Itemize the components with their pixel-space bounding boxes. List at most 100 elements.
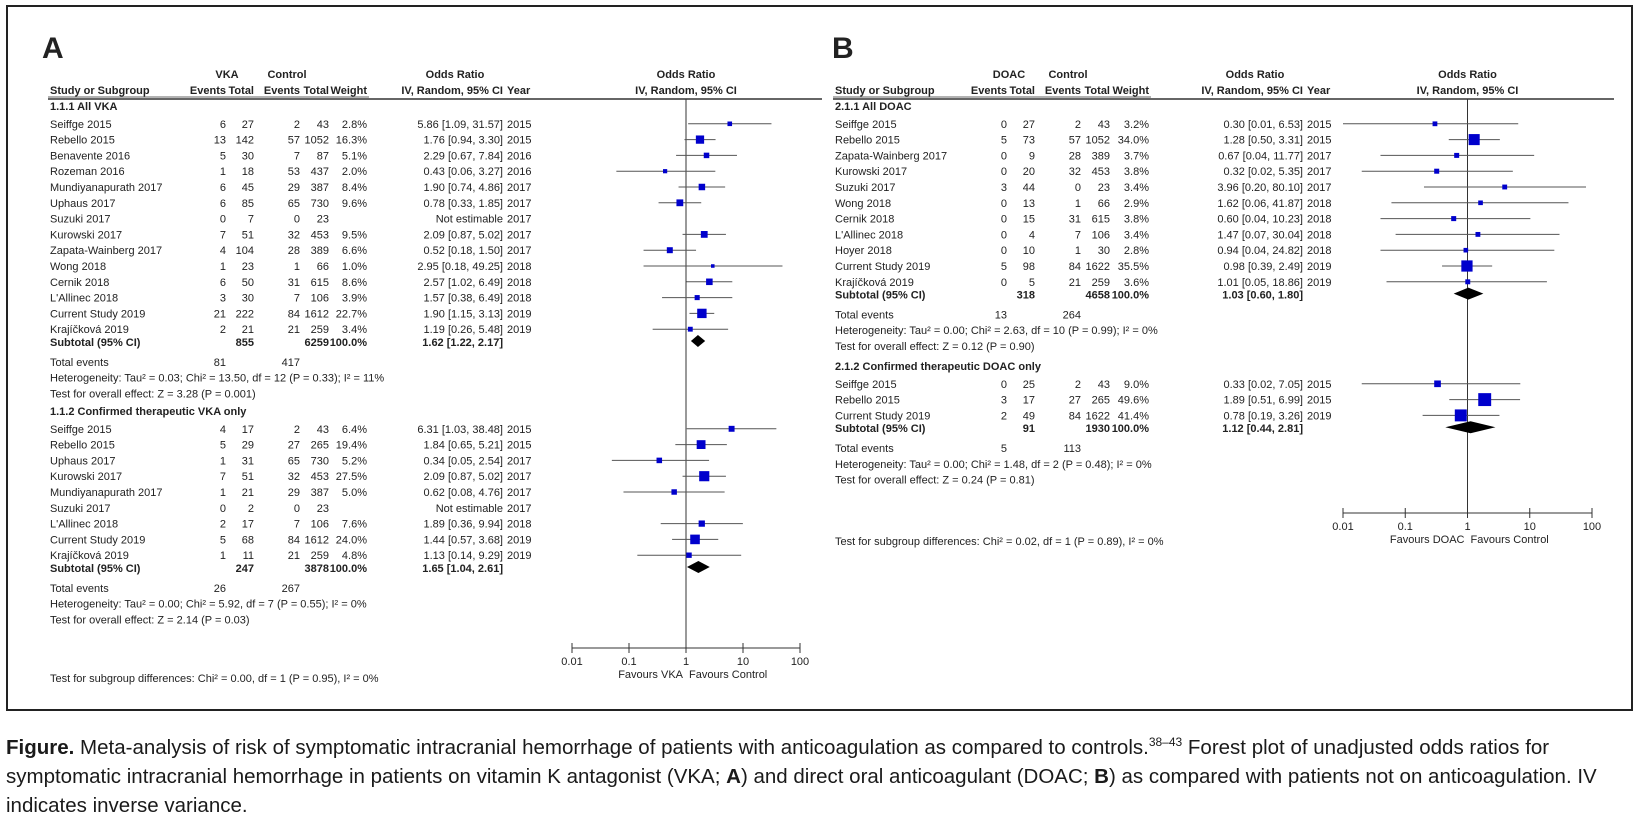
panel-a-subgroup-1-study-events-2: 7 bbox=[294, 293, 300, 305]
panel-a-subgroup-1-study-year: 2017 bbox=[507, 229, 531, 241]
panel-a-subgroup-1-study-point bbox=[687, 326, 693, 332]
panel-a-subgroup-1-study-total-1: 27 bbox=[242, 119, 254, 131]
panel-a-subgroup-2-study-events-2: 32 bbox=[288, 471, 300, 483]
panel-a-x-tick-label: 0.01 bbox=[561, 656, 582, 668]
panel-a-subgroup-1-study-ci: 0.43 [0.06, 3.27] bbox=[423, 166, 503, 178]
panel-a-subgroup-2-study-events-2: 27 bbox=[288, 440, 300, 452]
panel-a-subgroup-1-study-total-1: 222 bbox=[236, 308, 254, 320]
panel-b-subgroup-1-subtotal-total-1: 318 bbox=[1017, 290, 1035, 302]
panel-a-subgroup-1-study-point bbox=[695, 135, 705, 144]
panel-b-subgroup-1-study-year: 2017 bbox=[1307, 150, 1331, 162]
panel-b-subgroup-1-total-events-label: Total events bbox=[835, 309, 894, 321]
panel-a-subgroup-1-study-point bbox=[663, 169, 668, 174]
panel-a-header-events-2: Events bbox=[264, 85, 300, 97]
panel-a-subgroup-1-study-events-1: 4 bbox=[220, 245, 226, 257]
panel-a-subgroup-1-study-events-1: 13 bbox=[214, 135, 226, 147]
panel-a-subgroup-1-study-weight: 2.0% bbox=[342, 166, 367, 178]
panel-a-subgroup-1-study-weight: 8.6% bbox=[342, 277, 367, 289]
panel-a-subgroup-2-study-ci: 1.13 [0.14, 9.29] bbox=[423, 550, 503, 562]
panel-b-subgroup-1-study-events-1: 0 bbox=[1001, 198, 1007, 210]
panel-a-subgroup-2-study-events-1: 4 bbox=[220, 424, 226, 436]
panel-a-subgroup-2-study-total-1: 11 bbox=[243, 550, 254, 562]
panel-a-subgroup-2-study-events-2: 84 bbox=[288, 534, 300, 546]
panel-b-subgroup-1-study-point bbox=[1475, 231, 1481, 237]
panel-b-subgroup-1-title: 2.1.1 All DOAC bbox=[835, 101, 912, 113]
panel-b-subgroup-1-subtotal-ci: 1.03 [0.60, 1.80] bbox=[1222, 290, 1303, 302]
panel-b-x-tick-label: 100 bbox=[1583, 521, 1601, 533]
panel-a-subgroup-2-study-year: 2019 bbox=[507, 550, 531, 562]
panel-b-x-tick-label: 10 bbox=[1524, 521, 1536, 533]
panel-b-subgroup-2-subtotal-ci: 1.12 [0.44, 2.81] bbox=[1222, 423, 1303, 435]
panel-a-subgroup-2-study-name: Suzuki 2017 bbox=[50, 503, 111, 515]
panel-b-subgroup-2-study-point bbox=[1478, 393, 1492, 407]
panel-b-subgroup-2-study-year: 2015 bbox=[1307, 379, 1331, 391]
panel-b-header-or-sub: IV, Random, 95% CI bbox=[1201, 85, 1303, 97]
panel-a-subgroup-2-study-name: Seiffge 2015 bbox=[50, 424, 112, 436]
panel-b-subgroup-1-study-point bbox=[1465, 279, 1471, 285]
panel-a-subgroup-1-study-ci: 1.57 [0.38, 6.49] bbox=[423, 293, 503, 305]
panel-b-subgroup-1-study-name: Rebello 2015 bbox=[835, 135, 900, 147]
panel-a-subgroup-1-study-ci: 0.78 [0.33, 1.85] bbox=[423, 198, 503, 210]
panel-b-header-events-1: Events bbox=[971, 85, 1007, 97]
panel-b-subgroup-2-title: 2.1.2 Confirmed therapeutic DOAC only bbox=[835, 361, 1042, 373]
panel-b-subgroup-2-study-total-1: 25 bbox=[1023, 379, 1035, 391]
panel-a-subgroup-1-study-total-2: 730 bbox=[311, 198, 329, 210]
panel-b-subgroup-1-study-name: Seiffge 2015 bbox=[835, 119, 897, 131]
panel-a-subgroup-2-study-events-2: 7 bbox=[294, 519, 300, 531]
panel-b-header-events-2: Events bbox=[1045, 85, 1081, 97]
panel-a-subgroup-1-total-events-1: 81 bbox=[214, 357, 226, 369]
panel-a-subgroup-1-study-total-2: 615 bbox=[311, 277, 329, 289]
panel-a-subgroup-2-subtotal-total-1: 247 bbox=[236, 563, 254, 575]
panel-a-subgroup-2-overall-effect: Test for overall effect: Z = 2.14 (P = 0… bbox=[50, 614, 250, 626]
panel-a-subgroup-1-study-events-2: 53 bbox=[288, 166, 300, 178]
panel-a-subgroup-2-study-year: 2018 bbox=[507, 519, 531, 531]
panel-a-subgroup-2-subtotal-diamond bbox=[686, 561, 710, 573]
panel-a-subgroup-2-study-total-2: 387 bbox=[311, 487, 329, 499]
panel-b-subgroup-2-study-year: 2015 bbox=[1307, 395, 1331, 407]
panel-b-subgroup-1-study-point bbox=[1461, 260, 1473, 272]
panel-a-subgroup-2-study-events-2: 21 bbox=[288, 550, 300, 562]
panel-b-subgroup-1-study-ci: 1.28 [0.50, 3.31] bbox=[1223, 135, 1303, 147]
panel-b-subgroup-1-study-total-2: 389 bbox=[1092, 150, 1110, 162]
caption-panel-b: B bbox=[1094, 764, 1109, 788]
panel-b-subgroup-1-study-total-1: 27 bbox=[1023, 119, 1035, 131]
panel-a-subgroup-1-study-events-2: 29 bbox=[288, 182, 300, 194]
panel-a-subgroup-1-study-total-1: 50 bbox=[242, 277, 254, 289]
panel-b-subgroup-1-study-total-2: 30 bbox=[1098, 245, 1110, 257]
panel-a-letter: A bbox=[42, 32, 64, 65]
panel-a-subgroup-1-study-point bbox=[698, 183, 706, 191]
panel-a-x-tick-label: 0.1 bbox=[621, 656, 636, 668]
panel-b-subgroup-1-study-year: 2019 bbox=[1307, 277, 1331, 289]
panel-a-subgroup-1-study-total-1: 45 bbox=[242, 182, 254, 194]
caption-text-2: Forest plot of unadjusted odds ratios fo… bbox=[6, 735, 1550, 788]
panel-b-subgroup-2-study-total-2: 43 bbox=[1098, 379, 1110, 391]
panel-a-subgroup-2-study-events-2: 0 bbox=[294, 503, 300, 515]
panel-b-subgroup-1-study-year: 2018 bbox=[1307, 198, 1331, 210]
panel-b-subgroup-1-study-ci: 0.94 [0.04, 24.82] bbox=[1217, 245, 1303, 257]
panel-b-subgroup-1-study-year: 2015 bbox=[1307, 119, 1331, 131]
panel-a-subgroup-1-study-total-1: 21 bbox=[242, 324, 254, 336]
panel-a-subgroup-2-study-year: 2015 bbox=[507, 440, 531, 452]
panel-a-header-total-1: Total bbox=[229, 85, 254, 97]
panel-b-subgroup-1-subtotal-weight: 100.0% bbox=[1112, 290, 1150, 302]
panel-a-subgroup-2-subtotal-label: Subtotal (95% CI) bbox=[50, 563, 141, 575]
caption-refs: 38–43 bbox=[1148, 735, 1183, 749]
panel-a-subgroup-1-study-point bbox=[666, 247, 673, 254]
panel-a-subgroup-1-study-events-1: 21 bbox=[214, 308, 226, 320]
panel-a-subgroup-2-total-events-1: 26 bbox=[214, 583, 226, 595]
panel-a-subgroup-1-subtotal-total-2: 6259 bbox=[305, 337, 329, 349]
panel-b-subgroup-1-study-year: 2017 bbox=[1307, 166, 1331, 178]
panel-b-subgroup-1-study-weight: 3.2% bbox=[1124, 119, 1149, 131]
panel-a-x-tick-label: 10 bbox=[737, 656, 749, 668]
panel-b-subgroup-1-study-weight: 3.8% bbox=[1124, 166, 1149, 178]
panel-b-subgroup-1-study-events-2: 0 bbox=[1075, 182, 1081, 194]
panel-a-subgroup-2-study-events-2: 2 bbox=[294, 424, 300, 436]
panel-b-subgroup-2-study-point bbox=[1434, 380, 1441, 388]
panel-b-subgroup-1-study-events-1: 5 bbox=[1001, 135, 1007, 147]
panel-b-subgroup-1-total-events-1: 13 bbox=[995, 309, 1007, 321]
panel-a-subgroup-1-study-ci: 1.90 [1.15, 3.13] bbox=[423, 308, 503, 320]
panel-b-subgroup-1-study-total-2: 1622 bbox=[1086, 261, 1110, 273]
panel-b-subgroup-2-subtotal-label: Subtotal (95% CI) bbox=[835, 423, 926, 435]
panel-b-subgroup-2-study-weight: 49.6% bbox=[1118, 395, 1149, 407]
panel-a-subgroup-1-study-year: 2016 bbox=[507, 150, 531, 162]
